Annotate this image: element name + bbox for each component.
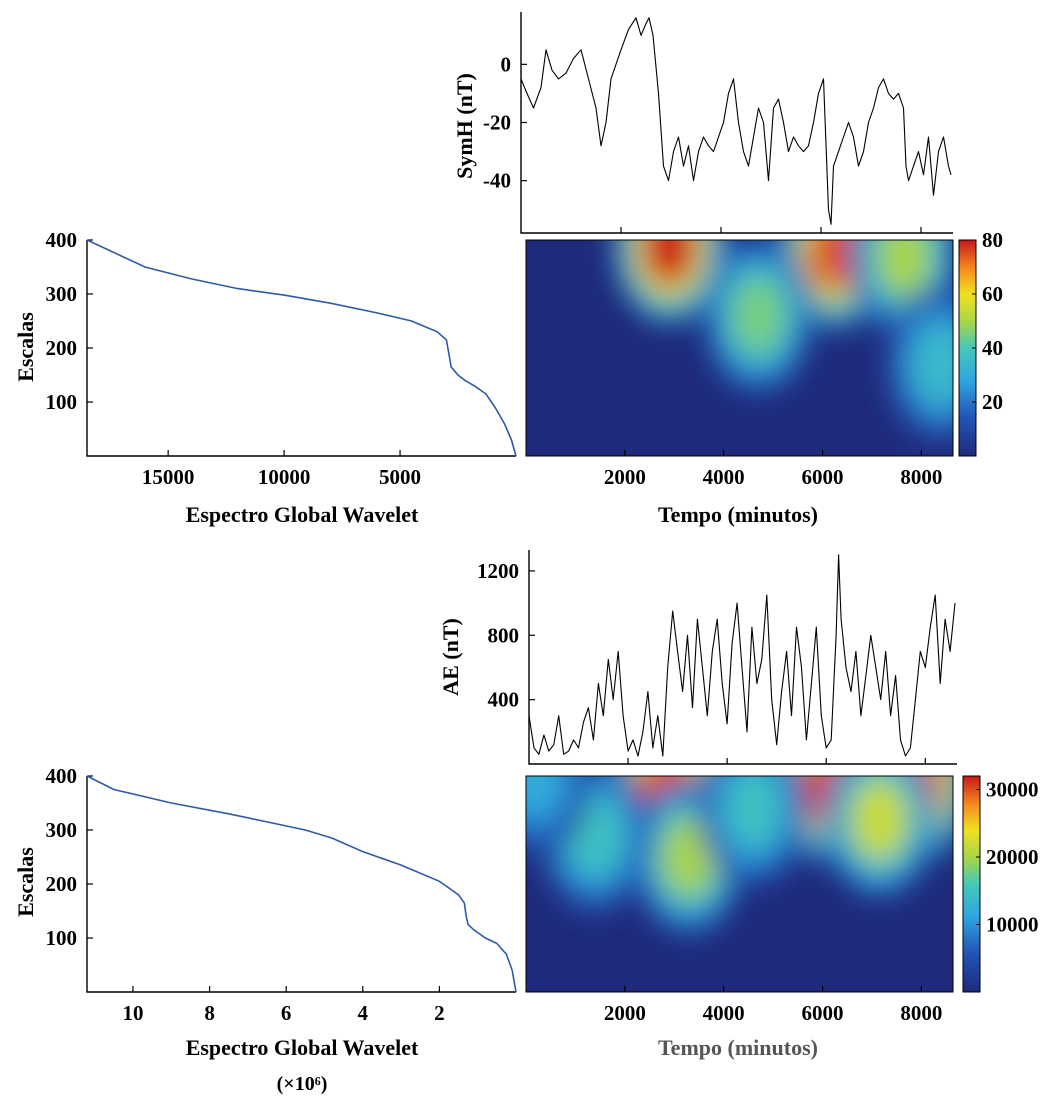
ae-y-ticks: 400 800 1200 [477,559,535,712]
ae-wavelet-hotspots [526,776,953,935]
symh-spectrum-y-tick-label: 300 [46,282,78,306]
ae-x-ticks [627,758,926,764]
ae-wavelet-colorbar-tick-label: 10000 [986,913,1039,937]
ae-spectrum-y-ticks: 100 200 300 400 [46,764,93,950]
symh-spectrum-y-tick-label: 100 [46,390,78,414]
ae-spectrum-line [86,775,517,993]
symh-wavelet-hotspot [734,279,783,352]
ae-wavelet-hotspot [729,776,778,845]
ae-wavelet-x-tick-label: 2000 [604,1001,646,1025]
ae-spectrum-x-tick-label: 10 [122,1001,143,1025]
symh-spectrum-x-ticks: 15000 10000 5000 [142,450,421,489]
symh-spectrum-x-tick-label: 10000 [258,465,311,489]
symh-wavelet-hotspots [613,240,953,443]
symh-y-label: SymH (nT) [452,73,477,179]
symh-spectrum-line [86,239,517,457]
symh-wavelet-x-label: Tempo (minutos) [658,502,818,527]
ae-wavelet-colorbar-tick-label: 20000 [986,845,1039,869]
ae-spectrum-x-tick-label: 4 [358,1001,369,1025]
symh-y-ticks: 0 -20 -40 [483,52,527,193]
symh-spectrum-y-ticks: 100 200 300 400 [46,228,93,414]
symh-y-tick-label: -40 [483,169,511,193]
ae-spectrum-y-tick-label: 200 [46,872,78,896]
ae-spectrum-panel: 100 200 300 400 10 8 6 4 2 Escalas Espectro Glo… [13,764,517,1095]
ae-wavelet-x-tick-label: 8000 [900,1001,942,1025]
ae-wavelet-x-label: Tempo (minutos) [658,1035,818,1060]
ae-spectrum-x-ticks: 10 8 6 4 2 [122,986,445,1025]
ae-spectrum-y-tick-label: 300 [46,818,78,842]
ae-spectrum-multiplier: (×10⁶) [277,1073,328,1095]
symh-wavelet-x-tick-label: 6000 [802,465,844,489]
ae-spectrum-x-tick-label: 8 [204,1001,215,1025]
ae-spectrum-x-tick-label: 6 [281,1001,292,1025]
ae-wavelet-panel: 2000 4000 6000 8000 Tempo (minutos) 10000 20… [525,775,1039,1060]
symh-wavelet-x-tick-label: 8000 [900,465,942,489]
ae-colorbar-ticks: 10000 20000 30000 [976,778,1039,937]
ae-wavelet-hotspot [665,821,714,893]
ae-spectrum-y-tick-label: 400 [46,764,78,788]
symh-spectrum-x-label: Espectro Global Wavelet [186,502,419,527]
ae-line [528,554,956,757]
symh-series-panel: 0 -20 -40 SymH (nT) [452,12,953,234]
symh-wavelet-hotspot [917,328,953,401]
ae-y-tick-label: 800 [488,623,520,647]
symh-y-tick-label: 0 [501,52,512,76]
symh-wavelet-hotspot [880,240,929,293]
symh-spectrum-x-tick-label: 5000 [379,465,421,489]
symh-x-ticks [620,227,922,233]
symh-wavelet-colorbar-tick-label: 20 [982,390,1003,414]
symh-wavelet-colorbar-tick-label: 40 [982,336,1003,360]
ae-wavelet-x-tick-label: 4000 [703,1001,745,1025]
ae-y-tick-label: 1200 [477,559,519,583]
ae-axes [528,550,957,765]
symh-spectrum-panel: 100 200 300 400 15000 10000 5000 Escalas Espe… [13,228,517,527]
symh-spectrum-y-tick-label: 400 [46,228,78,252]
ae-wavelet-colorbar-tick-label: 30000 [986,778,1039,802]
symh-colorbar-ticks: 20 40 60 80 [972,228,1003,414]
symh-wavelet-hotspot [645,240,694,282]
ae-spectrum-y-label: Escalas [13,847,38,917]
ae-wavelet-hotspot [855,783,904,856]
ae-colorbar [962,775,981,993]
symh-axes [520,12,953,234]
symh-y-tick-label: -20 [483,111,511,135]
ae-spectrum-x-tick-label: 2 [434,1001,445,1025]
symh-wavelet-x-tick-label: 4000 [703,465,745,489]
ae-y-label: AE (nT) [438,618,463,696]
symh-wavelet-x-ticks: 2000 4000 6000 8000 [604,450,942,489]
symh-spectrum-y-label: Escalas [13,312,38,382]
ae-wavelet-x-ticks: 2000 4000 6000 8000 [604,986,942,1025]
ae-spectrum-y-tick-label: 100 [46,926,78,950]
ae-spectrum-axes [86,776,516,993]
symh-spectrum-axes [86,240,516,457]
ae-wavelet-x-tick-label: 6000 [802,1001,844,1025]
ae-spectrum-x-label: Espectro Global Wavelet [186,1035,419,1060]
symh-wavelet-x-tick-label: 2000 [604,465,646,489]
symh-spectrum-y-tick-label: 200 [46,336,78,360]
symh-spectrum-x-tick-label: 15000 [142,465,195,489]
ae-wavelet-hotspot [526,776,560,815]
symh-wavelet-hotspot [810,240,859,287]
symh-line [520,17,952,225]
symh-wavelet-colorbar-tick-label: 80 [982,228,1003,252]
symh-wavelet-colorbar-tick-label: 60 [982,282,1003,306]
ae-y-tick-label: 400 [488,688,520,712]
symh-wavelet-panel: 2000 4000 6000 8000 Tempo (minutos) 20 40 60 8… [525,228,1003,527]
ae-series-panel: 400 800 1200 AE (nT) [438,550,957,765]
